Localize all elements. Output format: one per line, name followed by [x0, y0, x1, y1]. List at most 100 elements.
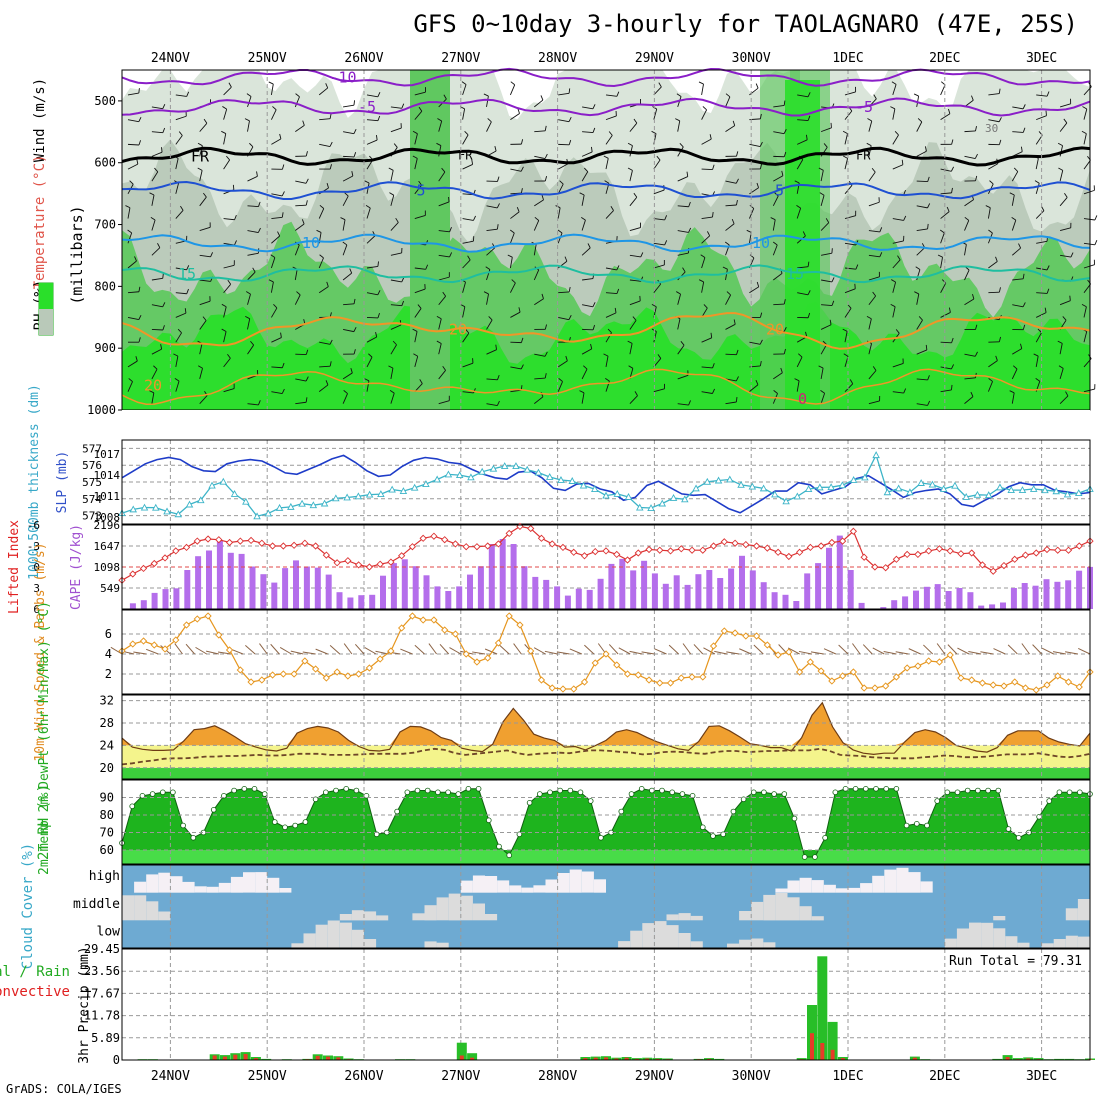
surface-wind-barb	[364, 647, 377, 655]
wind-barb	[701, 366, 713, 369]
precip-convective-bar	[614, 1058, 619, 1060]
bottom-date-label: 24NOV	[151, 1069, 190, 1084]
wind-barb-flag	[736, 151, 739, 157]
wind-speed-marker	[129, 640, 137, 648]
lifted-index-marker	[720, 538, 728, 546]
wind-barb-flag	[843, 155, 848, 159]
wind-barb	[509, 232, 515, 244]
lifted-index-marker	[268, 542, 277, 550]
cape-bar	[216, 540, 223, 609]
cloud-block	[860, 883, 873, 893]
wind-barb-flag	[603, 155, 609, 159]
wind-barb	[271, 216, 283, 219]
cloud-block	[436, 897, 449, 921]
surface-wind-barb	[641, 651, 655, 655]
wind-barb	[796, 207, 802, 219]
wind-barb	[438, 343, 442, 355]
wind-speed-marker	[968, 676, 976, 684]
wind-barb	[1036, 115, 1047, 121]
precip-total-bar	[1012, 1058, 1023, 1060]
precip-tick-label: 0	[113, 1053, 120, 1067]
wind-barb-flag	[565, 355, 568, 361]
wind-barb-flag	[326, 183, 329, 189]
temperature-legend-label-part: Temperature (°C)	[32, 155, 48, 290]
wind-barb	[581, 171, 589, 182]
precip-bars	[127, 956, 1095, 1060]
wind-barb	[773, 303, 785, 306]
cape-bar	[1000, 602, 1006, 609]
thickness-marker	[197, 496, 205, 504]
rh-marker	[913, 820, 920, 827]
rh-marker	[1077, 789, 1083, 796]
lifted-index-marker	[301, 539, 309, 547]
wind-barb	[1083, 108, 1088, 120]
cloud-block	[739, 939, 752, 948]
wind-barb-flag	[496, 203, 500, 209]
wind-barb-flag	[319, 254, 324, 259]
lifted-index-marker	[441, 536, 449, 544]
thickness-marker	[152, 503, 160, 511]
rh-marker	[292, 822, 299, 829]
cloud-block	[618, 941, 631, 948]
surface-wind-barb	[703, 647, 716, 655]
cape-bar	[608, 563, 615, 609]
wind-barb	[868, 276, 880, 281]
wind-barb	[247, 175, 258, 182]
wind-barb-flag	[937, 254, 943, 258]
wind-barb-flag	[425, 264, 429, 270]
wind-barb-flag	[473, 215, 476, 221]
wind-barb-flag	[329, 164, 332, 170]
wind-barb-flag	[794, 180, 800, 184]
wind-speed-marker	[268, 671, 277, 679]
wind-barb	[725, 204, 737, 207]
lifted-index-axis-title-part: Lifted Index	[7, 520, 22, 614]
wind-speed-marker	[398, 624, 406, 632]
wind-barb-flag	[759, 113, 762, 119]
thickness-marker	[365, 490, 374, 498]
wind-barb	[223, 108, 228, 120]
thickness-marker	[253, 512, 261, 520]
cape-bar	[782, 594, 789, 609]
isotherm-line	[121, 264, 1091, 284]
lifted-index-marker	[139, 564, 148, 573]
cape-tick-label: 2196	[94, 519, 121, 532]
wind-barb	[486, 247, 495, 256]
lifted-index-tick-label: -3	[27, 540, 40, 553]
cloud-block	[303, 933, 316, 948]
lifted-index-marker	[731, 539, 739, 547]
rh-marker	[271, 819, 278, 825]
thickness-marker	[1007, 486, 1015, 494]
wind-barb-flag	[1081, 303, 1087, 308]
wind-speed-marker	[860, 684, 868, 692]
wind-barb	[151, 368, 158, 380]
wind-barb-flag	[511, 279, 516, 284]
wind-barb	[486, 349, 497, 355]
wind-barb-flag	[820, 390, 825, 394]
wind-barb-flag	[616, 265, 620, 271]
wind-barb	[629, 170, 633, 182]
wind-barb	[940, 192, 952, 195]
isotherm-line	[121, 368, 1091, 405]
wind-barb-flag	[605, 378, 610, 382]
thickness-marker	[467, 473, 475, 481]
wind-barb-flag	[914, 291, 919, 295]
cape-bar	[532, 576, 539, 609]
wind-barb-flag	[783, 100, 786, 106]
slp-line	[121, 454, 1091, 514]
wind-barb	[390, 252, 402, 256]
wind-barb	[605, 94, 617, 97]
wind-speed-marker	[925, 657, 933, 665]
wind-speed-marker	[591, 659, 599, 667]
rh-marker	[649, 787, 655, 794]
wind-barb-flag	[252, 267, 256, 273]
thickness-marker	[219, 477, 228, 485]
wind-barb	[605, 210, 614, 219]
wind-barb	[797, 139, 808, 145]
lifted-index-marker	[892, 555, 901, 563]
wind-barb	[868, 171, 876, 182]
rh-marker	[1046, 798, 1052, 804]
wind-speed-marker	[580, 678, 589, 686]
wind-barb-flag	[234, 240, 237, 246]
wind-barb	[677, 293, 682, 305]
wind-speed-marker	[1032, 686, 1040, 694]
